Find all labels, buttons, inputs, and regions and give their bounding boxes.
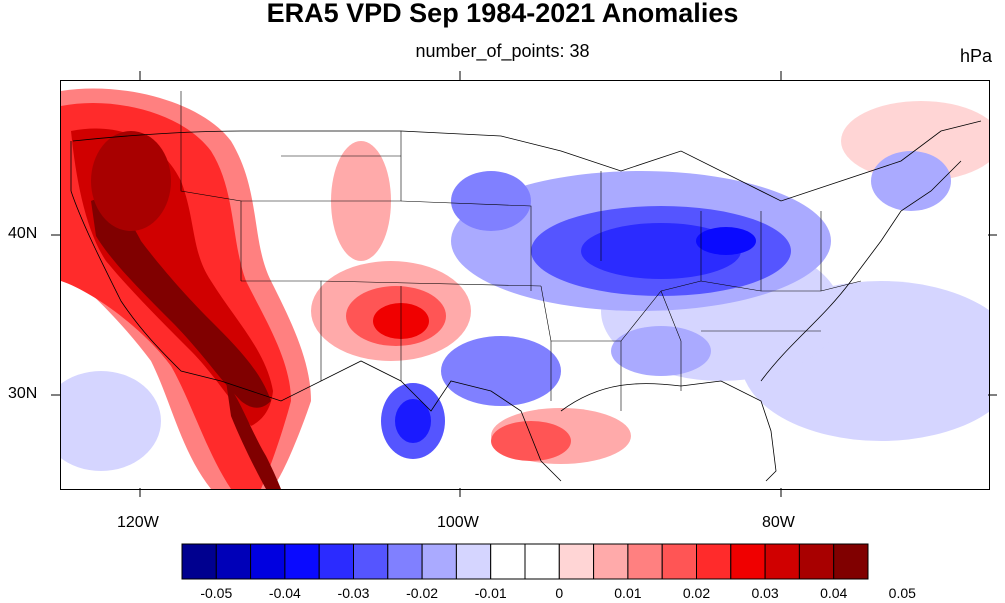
colorbar-swatch	[833, 543, 869, 580]
colorbar-swatch	[455, 543, 492, 580]
colorbar-swatch	[661, 543, 698, 580]
northwest-positive-core	[91, 131, 171, 231]
colorbar-swatch	[387, 543, 423, 580]
colorbar-tick-label: 0.05	[888, 585, 916, 601]
kentucky-negative-core	[696, 227, 756, 255]
colorbar-swatch	[181, 543, 217, 580]
colorbar-tick-label: -0.03	[337, 585, 370, 601]
west-texas-negative-core	[395, 399, 431, 443]
colorbar-tick-label: 0.04	[820, 585, 848, 601]
colorbar-swatch	[421, 543, 457, 580]
pacific-slight-negative	[61, 371, 161, 471]
atlantic-coastline	[760, 160, 962, 382]
colorbar-swatch	[250, 543, 286, 580]
colorbar-swatch	[524, 543, 560, 580]
southwest-border	[70, 190, 562, 482]
colorbar-tick-label: -0.02	[406, 585, 439, 601]
map-title: ERA5 VPD Sep 1984-2021 Anomalies	[266, 0, 739, 28]
units-label: hPa	[959, 46, 992, 66]
colorbar-tick-label: -0.01	[474, 585, 507, 601]
map-subtitle: number_of_points: 38	[415, 41, 590, 61]
anomaly-map	[60, 80, 990, 490]
lon-label-100w: 100W	[437, 514, 479, 531]
colorbar-swatch	[353, 543, 389, 580]
colorbar-tick-label: 0	[555, 585, 564, 601]
baja-positive-core	[226, 381, 281, 489]
colorbar-swatch	[764, 543, 800, 580]
northern-border	[70, 120, 982, 202]
colorbar-swatch	[798, 543, 835, 580]
colorbar-swatch	[284, 543, 320, 580]
colorbar-swatch	[318, 543, 355, 580]
colorbar-swatch	[627, 543, 663, 580]
lat-label-30n: 30N	[8, 385, 38, 402]
newengland-negative	[871, 151, 951, 211]
colorbar-swatch	[215, 543, 252, 580]
gulf-coast-positive-core	[491, 421, 571, 461]
california-positive-core	[91, 199, 271, 408]
colorbar-tick-label: -0.04	[268, 585, 301, 601]
lon-label-120w: 120W	[117, 514, 159, 531]
south-texas-negative	[441, 336, 561, 406]
colorbar-tick-label: 0.01	[614, 585, 642, 601]
northeast-slight-positive	[841, 101, 989, 181]
gulf-coastline	[560, 380, 777, 482]
colorbar-swatch	[490, 543, 526, 580]
colorbar-tick-label: 0.02	[682, 585, 711, 601]
colorbar-swatch	[558, 543, 595, 580]
colorbar-tick-label: -0.05	[200, 585, 233, 601]
lat-label-40n: 40N	[8, 225, 38, 242]
colorbar-swatch	[730, 543, 766, 580]
anomaly-map-svg	[61, 81, 989, 489]
plains-negative	[451, 171, 531, 231]
lower-mississippi-negative	[611, 326, 711, 376]
colorbar-swatch	[593, 543, 629, 580]
lon-label-80w: 80W	[762, 514, 795, 531]
colorbar-tick-label: 0.03	[751, 585, 779, 601]
state-lines	[180, 91, 862, 411]
colorbar-swatch	[696, 543, 732, 580]
